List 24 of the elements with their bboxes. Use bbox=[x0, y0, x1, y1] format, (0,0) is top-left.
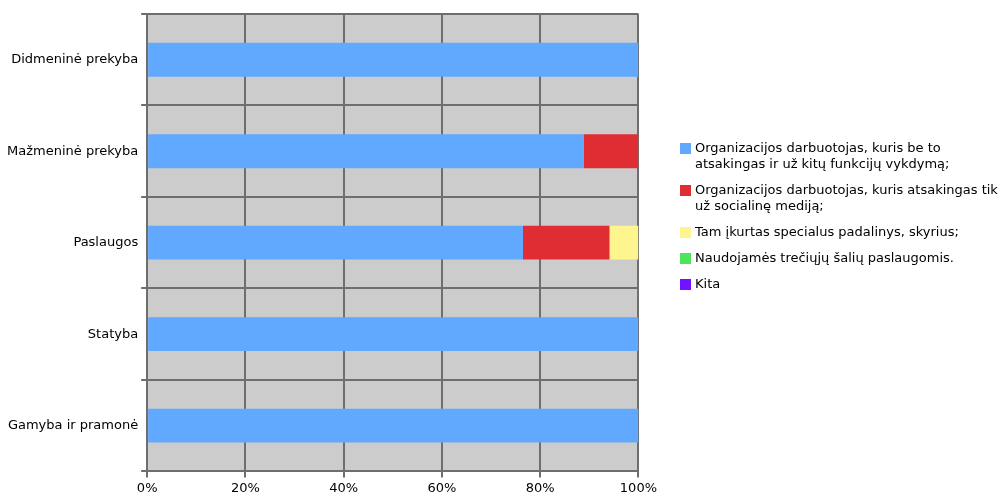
y-tick-label: Gamyba ir pramonė bbox=[7, 417, 139, 433]
y-tick-label: Didmeninė prekyba bbox=[11, 51, 139, 67]
x-tick-label: 80% bbox=[525, 479, 555, 495]
y-tick-label: Mažmeninė prekyba bbox=[6, 142, 139, 158]
x-tick-label: 60% bbox=[427, 479, 457, 495]
x-tick-label: 100% bbox=[619, 479, 657, 495]
bar bbox=[148, 225, 523, 260]
bar bbox=[609, 225, 639, 260]
legend-label: Kita bbox=[695, 276, 721, 292]
bar bbox=[148, 408, 639, 443]
y-tick-label: Paslaugos bbox=[73, 234, 139, 250]
bar bbox=[583, 134, 639, 169]
legend-label: Naudojamės trečiųjų šalių paslaugomis. bbox=[695, 250, 954, 266]
bar bbox=[522, 225, 610, 260]
x-tick-label: 0% bbox=[136, 479, 158, 495]
bar bbox=[148, 317, 639, 352]
bar bbox=[148, 42, 639, 77]
x-tick-label: 40% bbox=[329, 479, 359, 495]
legend-label: Tam įkurtas specialus padalinys, skyrius; bbox=[695, 224, 959, 240]
x-tick-label: 20% bbox=[230, 479, 260, 495]
legend-label: Organizacijos darbuotojas, kuris be to atsakingas ir už kitų funkcijų vykdymą; bbox=[695, 140, 951, 172]
bar bbox=[148, 134, 584, 169]
legend-label: Organizacijos darbuotojas, kuris atsakingas tik už socialinę mediją; bbox=[695, 182, 999, 214]
y-tick-label: Statyba bbox=[87, 325, 139, 341]
